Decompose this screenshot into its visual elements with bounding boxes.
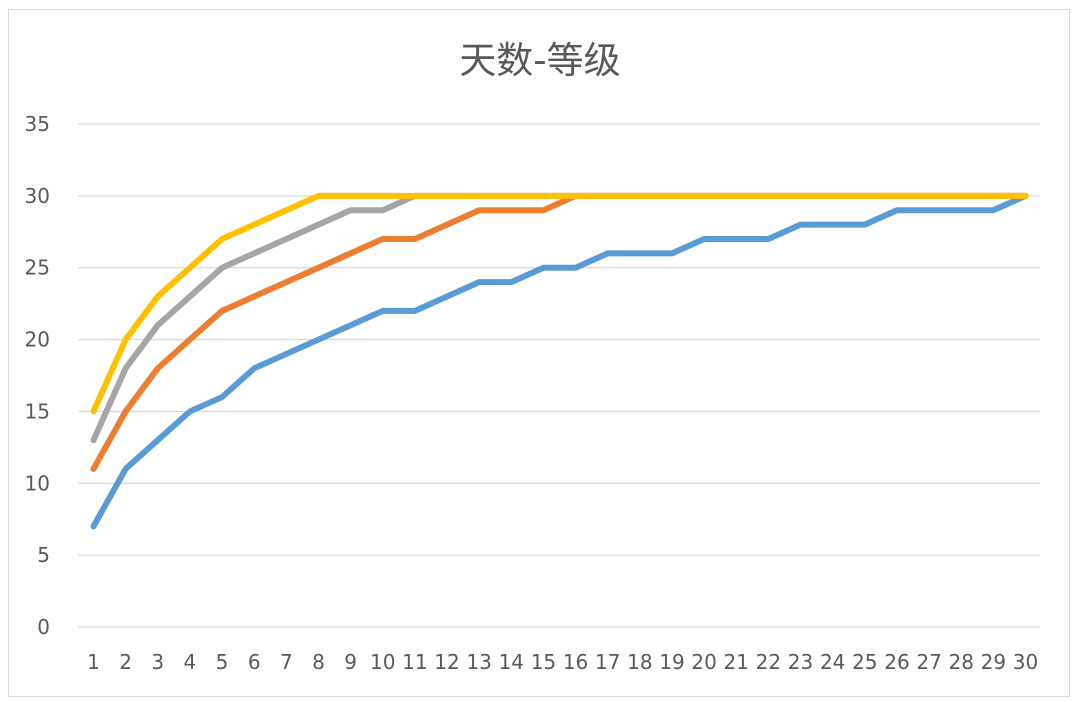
x-tick-label: 18 (627, 650, 652, 674)
x-tick-label: 12 (434, 650, 459, 674)
x-tick-label: 22 (756, 650, 781, 674)
y-tick-label: 30 (25, 184, 50, 208)
x-tick-label: 17 (595, 650, 620, 674)
x-tick-label: 11 (402, 650, 427, 674)
x-tick-label: 14 (499, 650, 524, 674)
x-tick-label: 19 (659, 650, 684, 674)
x-axis-ticks: 1 2 3 4 5 6 7 8 9 10 11 12 13 14 15 16 17 18 19 20 21 22 23 24 2… (87, 650, 1038, 674)
x-tick-label: 6 (248, 650, 261, 674)
y-tick-label: 0 (37, 615, 50, 639)
x-tick-label: 28 (948, 650, 973, 674)
y-axis-ticks: 0 5 10 15 20 25 30 35 (25, 112, 50, 639)
x-tick-label: 1 (87, 650, 100, 674)
x-tick-label: 26 (884, 650, 909, 674)
x-tick-label: 7 (280, 650, 293, 674)
x-tick-label: 30 (1013, 650, 1038, 674)
x-tick-label: 23 (788, 650, 813, 674)
y-tick-label: 20 (25, 328, 50, 352)
x-tick-label: 3 (151, 650, 164, 674)
x-tick-label: 27 (916, 650, 941, 674)
series-line-1 (90, 192, 1029, 530)
chart-title: 天数-等级 (459, 39, 620, 82)
y-tick-label: 15 (25, 399, 50, 423)
series-line-4 (90, 192, 1029, 415)
x-tick-label: 5 (216, 650, 229, 674)
x-tick-label: 13 (466, 650, 491, 674)
x-tick-label: 10 (370, 650, 395, 674)
x-tick-label: 20 (691, 650, 716, 674)
gridlines (78, 123, 1040, 628)
series-lines (90, 192, 1029, 530)
x-tick-label: 21 (724, 650, 749, 674)
x-tick-label: 15 (531, 650, 556, 674)
x-tick-label: 29 (981, 650, 1006, 674)
y-tick-label: 25 (25, 256, 50, 280)
x-tick-label: 24 (820, 650, 845, 674)
y-tick-label: 35 (25, 112, 50, 136)
x-tick-label: 4 (184, 650, 197, 674)
x-tick-label: 16 (563, 650, 588, 674)
x-tick-label: 2 (119, 650, 132, 674)
x-tick-label: 25 (852, 650, 877, 674)
y-tick-label: 10 (25, 471, 50, 495)
x-tick-label: 9 (344, 650, 357, 674)
x-tick-label: 8 (312, 650, 325, 674)
y-tick-label: 5 (37, 543, 50, 567)
